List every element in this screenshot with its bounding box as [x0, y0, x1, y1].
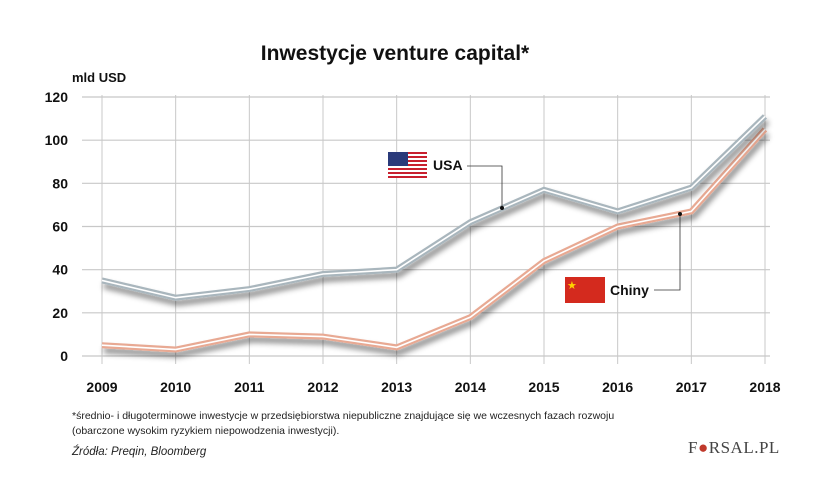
legend-label-usa: USA: [433, 157, 463, 173]
x-tick-label: 2014: [455, 379, 486, 395]
y-tick-label: 20: [52, 305, 68, 321]
chart-title: Inwestycje venture capital*: [260, 42, 530, 65]
usa-flag-icon: [388, 152, 427, 178]
x-tick-label: 2011: [234, 379, 265, 395]
svg-text:★: ★: [567, 280, 577, 292]
x-tick-label: 2015: [528, 379, 559, 395]
china-flag-icon: ★: [565, 277, 605, 303]
usa-leader-dot: [500, 206, 504, 210]
y-tick-label: 80: [52, 175, 68, 191]
series-line-highlight: [101, 128, 766, 351]
x-tick-label: 2012: [307, 379, 338, 395]
flag-stripe: [388, 172, 427, 174]
legend-label-china: Chiny: [610, 282, 649, 298]
series-line-highlight: [101, 115, 766, 299]
y-tick-label: 0: [60, 348, 68, 364]
forsal-logo: F●RSAL.PL: [688, 438, 780, 457]
footnote-line-1: *średnio- i długoterminowe inwestycje w …: [72, 410, 615, 422]
x-tick-label: 2017: [676, 379, 707, 395]
series-chiny: [101, 127, 768, 353]
china-leader-dot: [678, 212, 682, 216]
y-tick-label: 100: [45, 132, 69, 148]
x-tick-label: 2013: [381, 379, 412, 395]
series-line: [101, 114, 768, 301]
y-axis-label: mld USD: [72, 70, 127, 85]
x-tick-label: 2010: [160, 379, 191, 395]
usa-leader-line: [467, 165, 503, 207]
series-usa: [101, 114, 768, 301]
x-tick-label: 2016: [602, 379, 633, 395]
flag-stripe: [388, 168, 427, 170]
x-tick-label: 2018: [749, 379, 780, 395]
china-leader-line: [654, 214, 681, 291]
x-tick-label: 2009: [86, 379, 117, 395]
flag-stripe: [388, 176, 427, 178]
y-tick-label: 120: [45, 89, 69, 105]
y-tick-label: 60: [52, 219, 68, 235]
y-tick-label: 40: [52, 262, 68, 278]
footnote-line-2: (obarczone wysokim ryzykiem niepowodzeni…: [72, 425, 340, 437]
source-note: Źródła: Preqin, Bloomberg: [72, 446, 207, 458]
